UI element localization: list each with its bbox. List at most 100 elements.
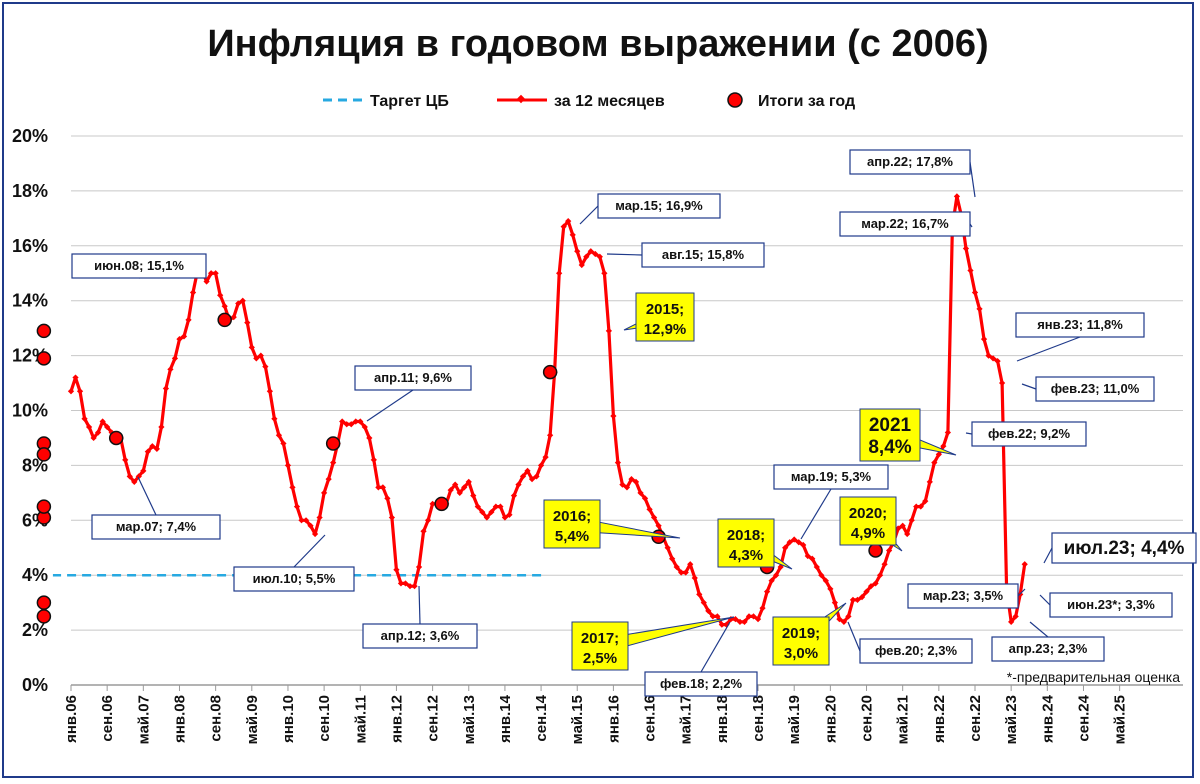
callout-label: июл.10; 5,5% (253, 571, 336, 586)
series-point (302, 517, 310, 524)
y-tick-label: 4% (22, 565, 48, 585)
callout-label: фев.18; 2,2% (660, 676, 743, 691)
series-point (736, 618, 744, 625)
year-callout-line1: 2017; (581, 630, 619, 647)
year-end-point (36, 351, 52, 366)
series-point (284, 462, 292, 469)
series-point (813, 563, 820, 571)
callout-leader (366, 389, 414, 422)
year-end-point (36, 595, 52, 610)
series-point (479, 508, 486, 516)
legend-year-swatch (727, 92, 743, 108)
callout-box (597, 193, 721, 219)
series-point (682, 569, 689, 576)
year-callout-box (543, 499, 601, 549)
series-point (406, 583, 414, 590)
series-point (809, 555, 816, 562)
series-point (922, 497, 929, 505)
series-point (791, 536, 798, 543)
year-end-point (325, 436, 341, 451)
callout-box (839, 211, 971, 237)
year-callout-line1: 2015; (646, 301, 684, 318)
series-point (782, 544, 789, 551)
year-callout-box (571, 621, 629, 671)
series-point (831, 599, 838, 606)
callout-box (907, 583, 1019, 609)
x-tick-label: май.15 (569, 695, 586, 744)
series-point (849, 596, 857, 604)
series-point (655, 522, 662, 529)
series-point (605, 327, 612, 335)
legend-series-marker (516, 94, 526, 104)
callout-box (71, 253, 207, 279)
x-tick-label: сен.10 (316, 695, 333, 742)
series-point (705, 607, 712, 614)
series-point (881, 561, 888, 568)
callout-label: фев.23; 11,0% (1051, 381, 1140, 396)
series-point (474, 503, 481, 510)
year-callout-box (772, 616, 830, 666)
series-point (275, 432, 283, 439)
year-callout-line2: 4,9% (851, 525, 885, 542)
series-point (999, 379, 1006, 387)
x-tick-label: янв.22 (931, 695, 948, 743)
series-point (872, 580, 879, 587)
series-point (506, 511, 513, 518)
series-point (614, 459, 622, 466)
series-point (818, 572, 825, 579)
series-point (171, 355, 179, 362)
callout-leader (1016, 336, 1081, 362)
series-point (732, 616, 739, 623)
year-end-point (868, 543, 883, 558)
series-point (321, 489, 328, 496)
series-point (669, 555, 676, 562)
series-point (325, 476, 332, 483)
series-point (750, 613, 757, 620)
footnote: *-предварительная оценка (1007, 669, 1180, 685)
callout-label: июн.23*; 3,3% (1067, 597, 1155, 612)
series-point (235, 300, 242, 307)
series-point (402, 580, 409, 587)
series-point (289, 484, 296, 491)
series-point (822, 577, 829, 584)
series-point (650, 514, 658, 521)
callout-label: апр.11; 9,6% (374, 370, 452, 385)
callout-box (233, 566, 355, 592)
callout-label: мар.23; 3,5% (923, 588, 1004, 603)
series-point (696, 591, 703, 598)
series-point (840, 618, 848, 625)
year-end-point (217, 312, 232, 328)
y-tick-label: 10% (12, 401, 48, 421)
series-point (773, 572, 780, 579)
year-end-point (36, 499, 52, 514)
year-callout-line2: 2,5% (583, 650, 617, 667)
callout-leader (969, 161, 976, 198)
callout-box (773, 464, 889, 490)
series-point (944, 429, 951, 436)
series-point (886, 547, 893, 554)
series-point (429, 500, 436, 507)
callout-leader (137, 476, 157, 516)
callout-box (991, 636, 1105, 662)
year-end-point (542, 364, 558, 380)
series-point (709, 613, 716, 620)
series-point (262, 363, 269, 370)
callout-box (362, 623, 478, 649)
series-point (366, 434, 373, 442)
series-point (610, 412, 617, 420)
x-tick-label: сен.22 (967, 695, 984, 742)
series-point (1021, 561, 1028, 568)
series-point (375, 484, 382, 491)
series-point (741, 618, 748, 625)
callout-label: апр.23; 2,3% (1009, 641, 1088, 656)
x-tick-label: сен.18 (750, 695, 767, 742)
x-axis-ticks: янв.06 сен.06 май.07 янв.08 сен.08 май.09 янв.… (63, 685, 1129, 744)
year-callout-box (717, 518, 775, 568)
series-point (379, 484, 386, 491)
series-point (547, 432, 554, 439)
callout-leader (1029, 621, 1049, 638)
x-tick-label: сен.20 (859, 695, 876, 742)
callout-label: мар.22; 16,7% (861, 216, 949, 231)
callout-label: янв.23; 11,8% (1037, 317, 1123, 332)
series-point (330, 459, 337, 466)
